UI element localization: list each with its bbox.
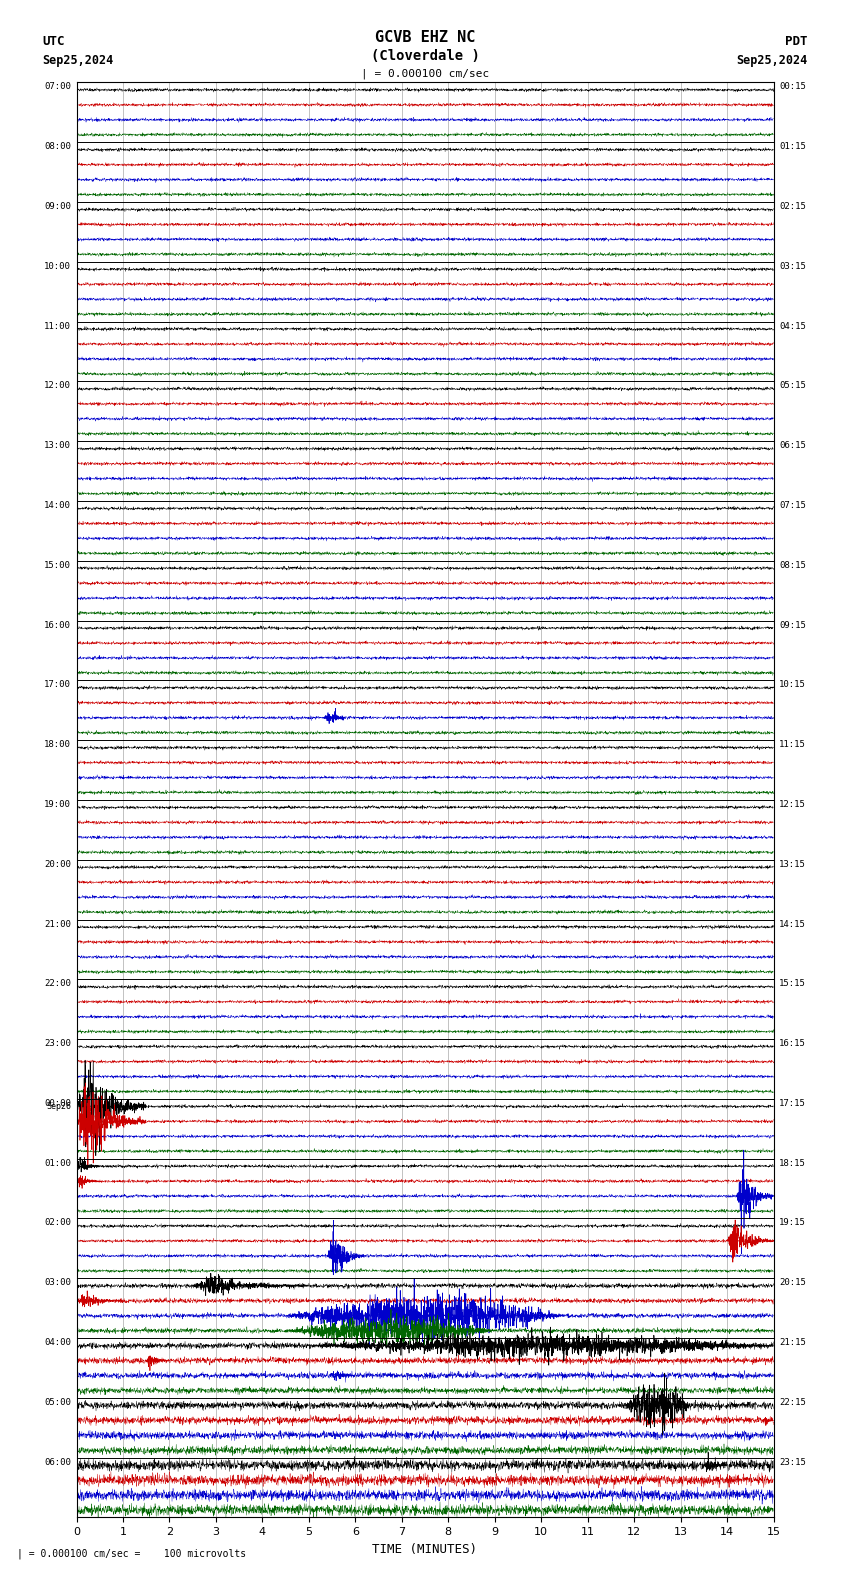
Text: | = 0.000100 cm/sec: | = 0.000100 cm/sec bbox=[361, 68, 489, 79]
Text: 03:15: 03:15 bbox=[779, 261, 806, 271]
Text: 00:15: 00:15 bbox=[779, 82, 806, 92]
Text: 10:15: 10:15 bbox=[779, 681, 806, 689]
Text: 11:15: 11:15 bbox=[779, 740, 806, 749]
Text: 06:00: 06:00 bbox=[44, 1457, 71, 1467]
Text: 22:00: 22:00 bbox=[44, 979, 71, 988]
Text: PDT: PDT bbox=[785, 35, 808, 48]
Text: 23:00: 23:00 bbox=[44, 1039, 71, 1049]
Text: 15:15: 15:15 bbox=[779, 979, 806, 988]
Text: 01:15: 01:15 bbox=[779, 143, 806, 150]
Text: 08:15: 08:15 bbox=[779, 561, 806, 570]
Text: 13:15: 13:15 bbox=[779, 860, 806, 868]
Text: 10:00: 10:00 bbox=[44, 261, 71, 271]
Text: 14:15: 14:15 bbox=[779, 919, 806, 928]
Text: 09:15: 09:15 bbox=[779, 621, 806, 629]
Text: 20:00: 20:00 bbox=[44, 860, 71, 868]
Text: 23:15: 23:15 bbox=[779, 1457, 806, 1467]
Text: 09:00: 09:00 bbox=[44, 201, 71, 211]
Text: 21:15: 21:15 bbox=[779, 1338, 806, 1346]
Text: 13:00: 13:00 bbox=[44, 442, 71, 450]
Text: 07:15: 07:15 bbox=[779, 501, 806, 510]
Text: Sep25,2024: Sep25,2024 bbox=[736, 54, 808, 67]
Text: 16:00: 16:00 bbox=[44, 621, 71, 629]
Text: 08:00: 08:00 bbox=[44, 143, 71, 150]
X-axis label: TIME (MINUTES): TIME (MINUTES) bbox=[372, 1543, 478, 1555]
Text: 14:00: 14:00 bbox=[44, 501, 71, 510]
Text: UTC: UTC bbox=[42, 35, 65, 48]
Text: 12:00: 12:00 bbox=[44, 382, 71, 390]
Text: 04:00: 04:00 bbox=[44, 1338, 71, 1346]
Text: Sep25,2024: Sep25,2024 bbox=[42, 54, 114, 67]
Text: 15:00: 15:00 bbox=[44, 561, 71, 570]
Text: 04:15: 04:15 bbox=[779, 322, 806, 331]
Text: (Cloverdale ): (Cloverdale ) bbox=[371, 49, 479, 63]
Text: 18:15: 18:15 bbox=[779, 1159, 806, 1167]
Text: 05:00: 05:00 bbox=[44, 1397, 71, 1407]
Text: GCVB EHZ NC: GCVB EHZ NC bbox=[375, 30, 475, 44]
Text: 03:00: 03:00 bbox=[44, 1278, 71, 1288]
Text: 19:15: 19:15 bbox=[779, 1218, 806, 1228]
Text: 20:15: 20:15 bbox=[779, 1278, 806, 1288]
Text: 02:15: 02:15 bbox=[779, 201, 806, 211]
Text: 12:15: 12:15 bbox=[779, 800, 806, 809]
Text: 22:15: 22:15 bbox=[779, 1397, 806, 1407]
Text: 17:00: 17:00 bbox=[44, 681, 71, 689]
Text: 00:00: 00:00 bbox=[44, 1099, 71, 1107]
Text: 18:00: 18:00 bbox=[44, 740, 71, 749]
Text: 07:00: 07:00 bbox=[44, 82, 71, 92]
Text: | = 0.000100 cm/sec =    100 microvolts: | = 0.000100 cm/sec = 100 microvolts bbox=[17, 1548, 246, 1559]
Text: 19:00: 19:00 bbox=[44, 800, 71, 809]
Text: 21:00: 21:00 bbox=[44, 919, 71, 928]
Text: 05:15: 05:15 bbox=[779, 382, 806, 390]
Text: 17:15: 17:15 bbox=[779, 1099, 806, 1107]
Text: 11:00: 11:00 bbox=[44, 322, 71, 331]
Text: 01:00: 01:00 bbox=[44, 1159, 71, 1167]
Text: 06:15: 06:15 bbox=[779, 442, 806, 450]
Text: 16:15: 16:15 bbox=[779, 1039, 806, 1049]
Text: Sep26: Sep26 bbox=[46, 1102, 71, 1110]
Text: 02:00: 02:00 bbox=[44, 1218, 71, 1228]
